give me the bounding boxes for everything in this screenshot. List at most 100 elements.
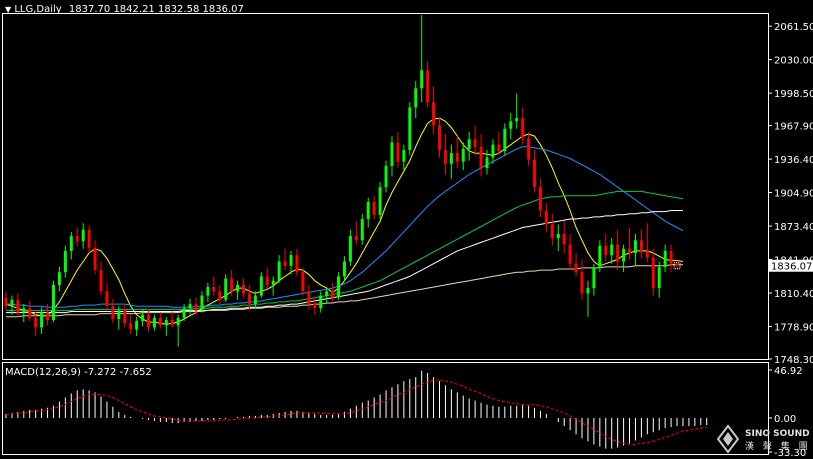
candle-body — [10, 299, 14, 307]
candle-body — [538, 187, 542, 211]
symbol-label: LLG,Daily — [14, 4, 62, 15]
candle-body — [75, 236, 79, 242]
candle-body — [242, 284, 245, 294]
candle-body — [271, 280, 275, 285]
sino-sound-logo: SINO SOUND 漢 聲 集 團 — [716, 422, 813, 456]
price-axis-label: 1998.50 — [774, 89, 813, 100]
candle-body — [449, 153, 453, 164]
candle-body — [218, 291, 222, 300]
macd-pane-border — [2, 362, 769, 455]
candle-body — [22, 308, 26, 313]
candle-body — [473, 139, 477, 147]
candle-body — [188, 304, 192, 309]
candle-body — [438, 125, 441, 150]
candle-body — [455, 153, 459, 162]
candle-body — [610, 244, 614, 256]
menu-arrow-icon[interactable]: ▼ — [5, 5, 12, 14]
candle-body — [550, 224, 554, 239]
candle-body — [372, 202, 376, 215]
moving-average-line — [6, 146, 684, 308]
candle-body — [158, 317, 162, 326]
candle-body — [164, 319, 168, 326]
price-axis-label: 1967.90 — [774, 122, 813, 133]
candle-body — [69, 236, 73, 251]
candle-body — [503, 128, 507, 152]
candle-body — [556, 233, 560, 239]
moving-average-line — [5, 117, 684, 325]
candle-body — [87, 229, 91, 248]
candle-body — [592, 267, 596, 289]
price-axis-label: 1810.40 — [774, 289, 813, 300]
candle-body — [432, 102, 436, 126]
candle-body — [485, 157, 489, 169]
candle-body — [521, 118, 525, 139]
candle-body — [443, 149, 447, 164]
candle-body — [236, 284, 240, 292]
candle-body — [40, 312, 44, 328]
candle-body — [651, 257, 655, 289]
candle-body — [28, 308, 32, 318]
candle-body — [378, 187, 382, 215]
price-axis-label: 1778.90 — [774, 322, 813, 333]
candle-body — [212, 287, 216, 292]
candle-body — [265, 276, 269, 285]
candle-body — [663, 250, 667, 267]
candle-body — [360, 219, 364, 241]
candle-body — [34, 317, 38, 328]
candle-body — [170, 319, 174, 326]
ohlc-values: 1837.70 1842.21 1832.58 1836.07 — [68, 4, 244, 15]
candle-body — [533, 159, 536, 188]
price-axis-label: 1904.90 — [774, 189, 813, 200]
candle-body — [628, 248, 632, 254]
candle-body — [289, 255, 293, 266]
price-axis-label: 1873.40 — [774, 222, 813, 233]
candle-body — [313, 304, 317, 309]
candle-body — [57, 272, 61, 285]
macd-values: -7.272 -7.652 — [84, 367, 152, 378]
candle-body — [63, 250, 67, 273]
candle-body — [408, 107, 412, 150]
candle-body — [461, 148, 465, 162]
candle-body — [414, 88, 418, 108]
candle-body — [574, 263, 578, 273]
candle-body — [230, 278, 234, 292]
candle-body — [253, 295, 257, 305]
candle-body — [568, 244, 572, 264]
candle-body — [141, 314, 145, 322]
last-price-label: 1836.07 — [771, 262, 812, 273]
candle-body — [283, 261, 287, 266]
candle-body — [348, 236, 352, 262]
logo-sub: 漢 聲 集 團 — [745, 440, 811, 452]
macd-signal-line — [5, 379, 707, 445]
candle-body — [426, 70, 430, 103]
candle-body — [354, 236, 358, 241]
candle-body — [342, 261, 346, 277]
candle-body — [396, 142, 400, 162]
candle-body — [51, 284, 55, 320]
candle-body — [81, 229, 85, 242]
logo-brand: SINO SOUND — [745, 429, 810, 439]
candle-body — [105, 291, 109, 307]
candle-body — [135, 321, 139, 330]
chart-header: ▼ LLG,Daily 1837.70 1842.21 1832.58 1836… — [5, 4, 244, 15]
candle-body — [639, 240, 643, 251]
candle-body — [152, 317, 156, 328]
candle-body — [93, 247, 97, 271]
candle-body — [46, 312, 50, 320]
candle-body — [319, 295, 323, 309]
candle-body — [194, 304, 198, 311]
candle-body — [598, 245, 602, 268]
candle-body — [117, 310, 121, 319]
macd-axis-label: 46.92 — [774, 366, 803, 377]
candle-body — [337, 276, 341, 298]
price-axis-label: 1936.40 — [774, 155, 813, 166]
candle-body — [206, 287, 210, 296]
candle-body — [129, 323, 133, 330]
candle-body — [527, 138, 531, 160]
macd-axis-label: -33.30 — [774, 448, 806, 459]
price-axis-label: 2030.00 — [774, 56, 813, 67]
candle-body — [633, 240, 637, 254]
candle-body — [509, 121, 513, 129]
